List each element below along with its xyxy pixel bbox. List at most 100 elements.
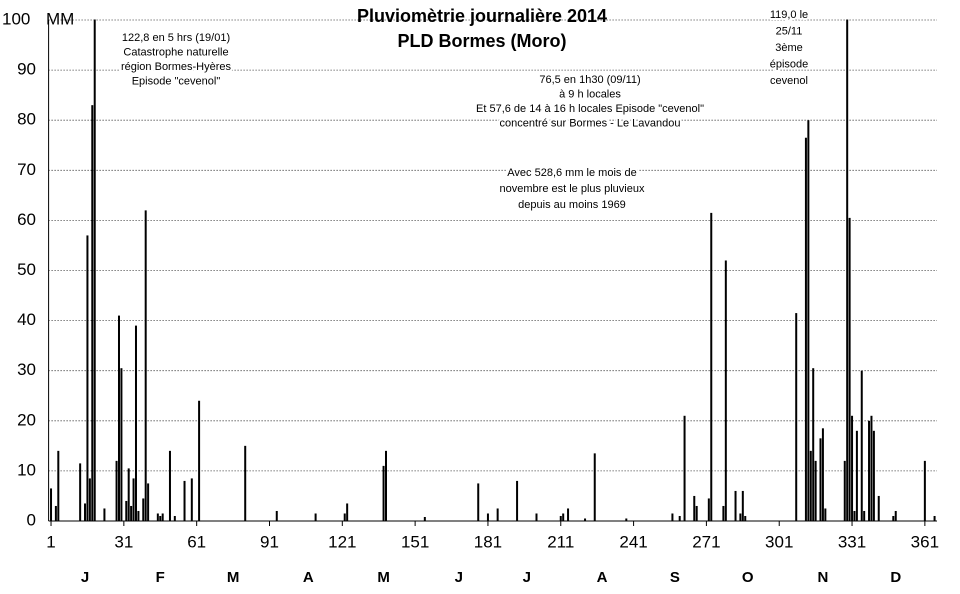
annotation: région Bormes-Hyères: [121, 61, 232, 73]
bar: [86, 235, 89, 521]
month-label: M: [227, 569, 240, 586]
bar: [156, 513, 159, 521]
annotation: Et 57,6 de 14 à 16 h locales Episode "ce…: [476, 103, 704, 115]
chart-subtitle: PLD Bormes (Moro): [397, 31, 566, 51]
bar: [559, 515, 562, 521]
bar: [863, 510, 866, 521]
y-axis-label: MM: [46, 9, 74, 28]
bar: [84, 503, 87, 521]
x-tick-label: 331: [838, 532, 866, 551]
x-tick-label: 151: [401, 532, 429, 551]
bar: [562, 513, 565, 521]
bar: [567, 508, 570, 521]
bar: [190, 478, 193, 521]
bar: [314, 513, 317, 521]
bar: [851, 415, 854, 521]
chart-title: Pluviomètrie journalière 2014: [357, 6, 607, 26]
month-label: F: [156, 569, 165, 586]
bar: [244, 445, 247, 521]
annotation: cevenol: [770, 75, 808, 87]
bar: [741, 490, 744, 521]
bar: [795, 313, 798, 521]
month-label: A: [597, 569, 608, 586]
annotation: Catastrophe naturelle: [123, 46, 228, 58]
bar: [275, 510, 278, 521]
bar: [535, 513, 538, 521]
bar: [593, 453, 596, 521]
annotation: 76,5 en 1h30 (09/11): [539, 74, 640, 86]
annotation: épisode: [770, 58, 809, 70]
bar: [486, 513, 489, 521]
x-tick-label: 31: [114, 532, 133, 551]
bar: [115, 460, 118, 521]
bar: [382, 465, 385, 521]
bar: [683, 415, 686, 521]
bar: [824, 508, 827, 521]
bar: [57, 450, 60, 521]
bar: [894, 510, 897, 521]
bar: [933, 515, 936, 521]
bar: [734, 490, 737, 521]
bar: [183, 480, 186, 521]
bar: [860, 370, 863, 521]
bar: [423, 516, 426, 521]
x-tick-label: 271: [692, 532, 720, 551]
y-tick-label: 80: [17, 110, 36, 129]
month-label: J: [81, 569, 89, 586]
bar: [892, 515, 895, 521]
bar: [923, 460, 926, 521]
bar: [848, 217, 851, 521]
bar: [625, 518, 628, 521]
month-label: N: [817, 569, 828, 586]
bar: [814, 460, 817, 521]
y-tick-label: 30: [17, 360, 36, 379]
bar: [132, 478, 135, 521]
x-tick-label: 361: [911, 532, 939, 551]
x-tick-label: 1: [46, 532, 55, 551]
bar: [744, 515, 747, 521]
y-tick-label: 90: [17, 60, 36, 79]
annotation: à 9 h locales: [559, 88, 621, 100]
bar: [807, 120, 810, 521]
bar: [137, 510, 140, 521]
bar: [130, 505, 133, 521]
bar: [821, 428, 824, 521]
y-tick-label: 50: [17, 260, 36, 279]
bar: [384, 450, 387, 521]
bar: [819, 438, 822, 521]
bar: [127, 468, 130, 521]
bar: [93, 19, 96, 522]
bar: [710, 212, 713, 521]
annotation: concentré sur Bormes - Le Lavandou: [500, 117, 681, 129]
bar: [134, 325, 137, 521]
bar: [346, 503, 349, 521]
x-tick-label: 211: [547, 532, 574, 551]
bar: [79, 463, 82, 521]
month-label: A: [303, 569, 314, 586]
y-tick-label: 70: [17, 160, 36, 179]
annotation: depuis au moins 1969: [518, 199, 626, 211]
bar: [843, 460, 846, 521]
bar: [868, 420, 871, 521]
x-tick-label: 241: [619, 532, 647, 551]
bar: [54, 505, 57, 521]
y-tick-label: 0: [27, 510, 36, 529]
bar: [117, 315, 120, 521]
bar: [812, 368, 815, 521]
bar: [159, 515, 162, 521]
y-tick-label: 100: [2, 9, 30, 28]
bar: [870, 415, 873, 521]
bar: [846, 19, 849, 521]
bar: [496, 508, 499, 521]
bar: [693, 495, 696, 521]
bar: [707, 498, 710, 521]
month-label: D: [890, 569, 901, 586]
x-tick-label: 301: [765, 532, 793, 551]
bar: [739, 513, 742, 521]
bar: [142, 498, 145, 521]
bar: [516, 480, 519, 521]
bar: [695, 505, 698, 521]
y-tick-label: 10: [17, 460, 36, 479]
x-tick-label: 181: [474, 532, 502, 551]
